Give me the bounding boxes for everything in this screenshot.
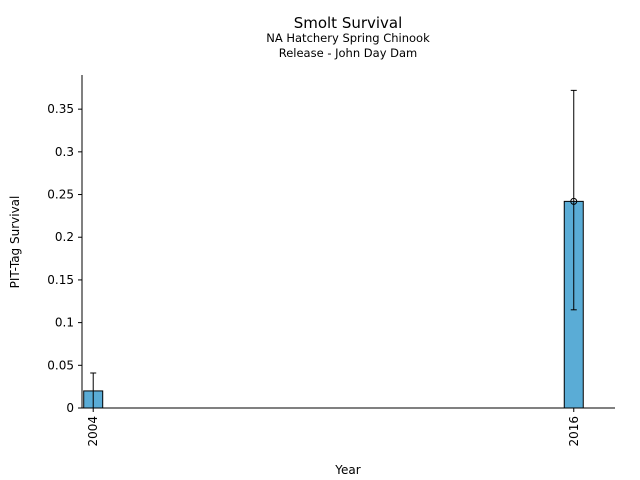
y-tick-label: 0.35 <box>47 102 74 116</box>
y-tick-label: 0.05 <box>47 358 74 372</box>
y-tick-label: 0.1 <box>55 316 74 330</box>
x-ticks: 2004 2016 <box>86 408 581 447</box>
y-axis-label: PIT-Tag Survival <box>8 196 22 289</box>
y-ticks: 0 0.05 0.1 0.15 0.2 0.25 0.3 0.35 <box>47 102 82 415</box>
x-axis-label: Year <box>334 463 360 477</box>
y-tick-label: 0.2 <box>55 230 74 244</box>
chart-subtitle-line-1: NA Hatchery Spring Chinook <box>266 31 430 45</box>
chart-subtitle-line-2: Release - John Day Dam <box>279 46 418 60</box>
y-tick-label: 0.3 <box>55 145 74 159</box>
x-tick-label: 2016 <box>567 416 581 447</box>
bars <box>83 200 584 409</box>
point-marker <box>570 197 578 205</box>
error-bars <box>90 89 578 408</box>
chart-title: Smolt Survival <box>294 14 403 32</box>
y-tick-label: 0 <box>66 401 74 415</box>
x-tick-label: 2004 <box>86 416 100 447</box>
plot-area: 0 0.05 0.1 0.15 0.2 0.25 0.3 0.35 2004 2016 <box>47 75 615 447</box>
y-tick-label: 0.15 <box>47 273 74 287</box>
y-tick-label: 0.25 <box>47 188 74 202</box>
